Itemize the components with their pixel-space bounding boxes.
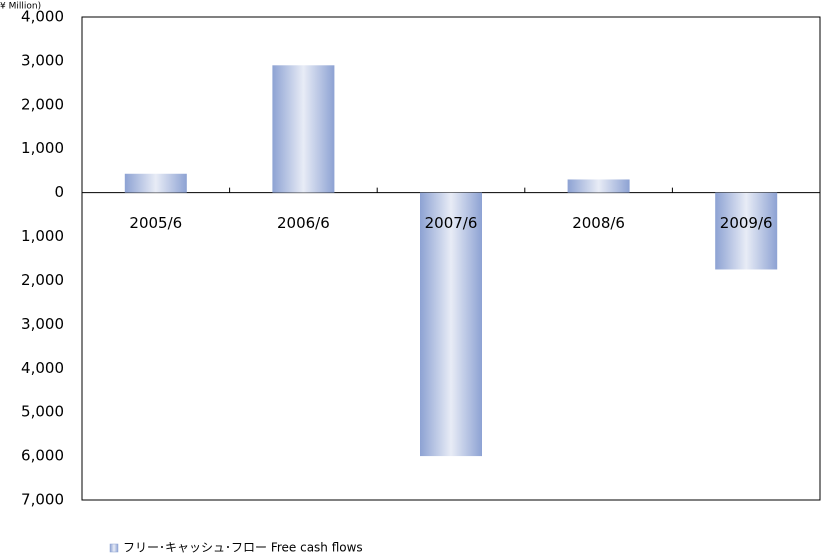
bar bbox=[420, 192, 482, 457]
y-tick-label: 3,000 bbox=[21, 51, 64, 69]
legend-label: フリー･キャッシュ･フロー Free cash flows bbox=[123, 541, 363, 555]
bar bbox=[124, 173, 187, 193]
y-tick-label: 7,000 bbox=[21, 491, 64, 509]
y-tick-label: 2,000 bbox=[21, 271, 64, 289]
x-tick-label: 2005/6 bbox=[129, 214, 182, 232]
y-tick-label: 5,000 bbox=[21, 403, 64, 421]
y-tick-label: 0 bbox=[54, 183, 64, 201]
x-tick-label: 2009/6 bbox=[720, 214, 773, 232]
plot-area bbox=[81, 16, 821, 501]
y-tick-label: 3,000 bbox=[21, 315, 64, 333]
bar bbox=[272, 65, 335, 193]
x-tick-label: 2006/6 bbox=[277, 214, 330, 232]
y-axis-label: ¥ Million) bbox=[0, 2, 41, 12]
y-tick-label: 4,000 bbox=[21, 8, 64, 26]
x-tick-label: 2008/6 bbox=[572, 214, 625, 232]
legend-swatch bbox=[109, 543, 119, 553]
bar bbox=[715, 192, 778, 270]
y-tick-label: 1,000 bbox=[21, 139, 64, 157]
y-tick-label: 6,000 bbox=[21, 447, 64, 465]
y-tick-label: 2,000 bbox=[21, 95, 64, 113]
bar bbox=[567, 179, 630, 193]
y-tick-label: 1,000 bbox=[21, 227, 64, 245]
x-tick-label: 2007/6 bbox=[425, 214, 478, 232]
y-tick-label: 4,000 bbox=[21, 359, 64, 377]
